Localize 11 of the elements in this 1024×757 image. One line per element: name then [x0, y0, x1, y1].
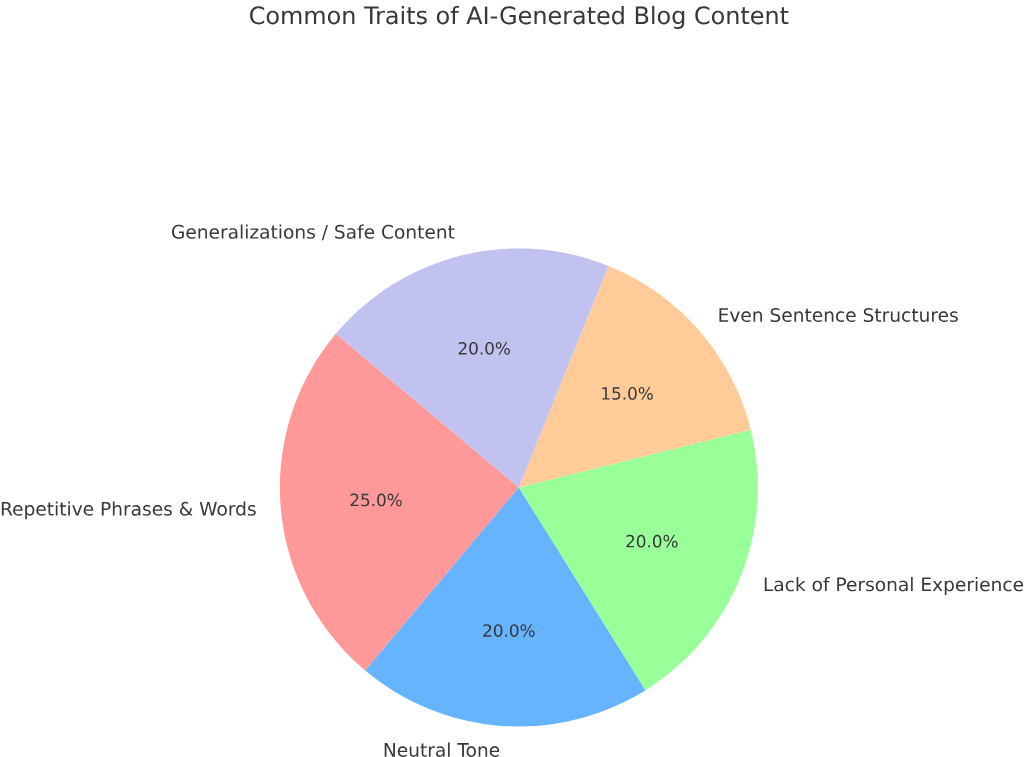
data-label: 15.0% — [602, 387, 653, 400]
slice-label: Generalizations / Safe Content — [172, 224, 455, 241]
chart-title: Common Traits of AI-Generated Blog Content — [250, 5, 789, 30]
data-label: 20.0% — [483, 624, 535, 637]
slice-label: Neutral Tone — [384, 742, 500, 757]
slice-label: Lack of Personal Experience — [764, 577, 1024, 595]
data-label: 20.0% — [458, 341, 510, 355]
data-label: 25.0% — [350, 493, 402, 507]
slice-label: Even Sentence Structures — [719, 307, 958, 323]
slice-label: Repetitive Phrases & Words — [1, 501, 256, 520]
data-label: 20.0% — [626, 534, 678, 548]
